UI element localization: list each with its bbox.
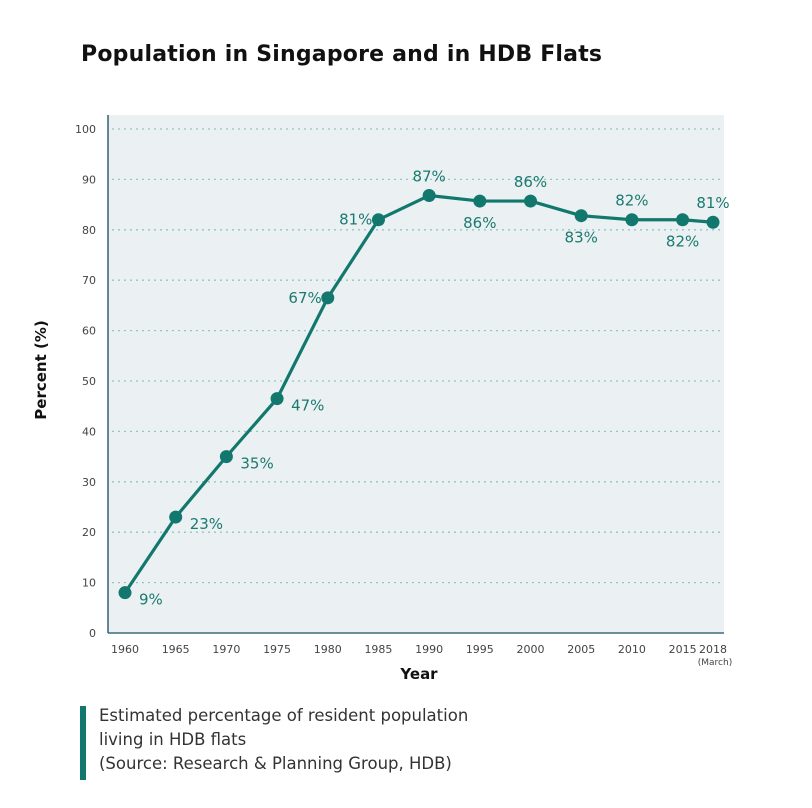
y-tick-label: 90 (82, 173, 96, 186)
x-tick-label: 1965 (162, 643, 190, 656)
data-point (219, 450, 233, 464)
data-label: 86% (514, 173, 547, 191)
y-tick-label: 100 (75, 123, 96, 136)
data-label: 9% (139, 591, 163, 609)
data-label: 23% (190, 515, 223, 533)
data-point (574, 209, 588, 223)
x-tick-label: 1985 (364, 643, 392, 656)
y-tick-label: 70 (82, 274, 96, 287)
data-point (676, 213, 690, 227)
y-tick-label: 40 (82, 425, 96, 438)
caption-line: (Source: Research & Planning Group, HDB) (99, 754, 452, 773)
x-tick-label: 2018 (699, 643, 727, 656)
y-tick-labels: 0 10 20 30 40 50 60 70 80 90 100 (75, 123, 96, 640)
caption: Estimated percentage of resident populat… (80, 704, 468, 780)
x-tick-label: 1960 (111, 643, 139, 656)
data-point (524, 194, 538, 208)
data-label: 47% (291, 397, 324, 415)
x-tick-note: (March) (698, 658, 732, 668)
data-label: 82% (666, 233, 699, 251)
x-tick-label: 2005 (567, 643, 595, 656)
data-label: 86% (463, 214, 496, 232)
data-point (321, 291, 335, 305)
x-tick-label: 1980 (314, 643, 342, 656)
data-label: 82% (615, 192, 648, 210)
data-point (371, 213, 385, 227)
y-tick-label: 30 (82, 476, 96, 489)
x-tick-labels: 1960 1965 1970 1975 1980 1985 1990 1995 2000 2005… (111, 643, 727, 656)
data-point (706, 215, 720, 229)
data-label: 81% (696, 194, 729, 212)
y-tick-label: 20 (82, 526, 96, 539)
x-tick-label: 1995 (466, 643, 494, 656)
x-tick-label: 2010 (618, 643, 646, 656)
x-tick-label: 2000 (517, 643, 545, 656)
data-label: 35% (240, 455, 273, 473)
caption-line: living in HDB flats (99, 730, 247, 749)
data-label: 83% (565, 229, 598, 247)
y-tick-label: 80 (82, 224, 96, 237)
data-point (169, 510, 183, 524)
y-tick-label: 0 (89, 627, 96, 640)
data-point (473, 194, 487, 208)
data-point (422, 189, 436, 203)
x-axis-title: Year (399, 665, 438, 683)
data-label: 81% (339, 211, 372, 229)
x-tick-label: 2015 (669, 643, 697, 656)
y-tick-label: 50 (82, 375, 96, 388)
x-tick-label: 1990 (415, 643, 443, 656)
caption-text: Estimated percentage of resident populat… (99, 704, 468, 780)
data-points (118, 189, 720, 600)
data-point (270, 392, 284, 406)
data-labels: 9% 23% 35% 47% 67% 81% 87% 86% 86% 83% 82% 82% 81% (139, 168, 730, 609)
caption-line: Estimated percentage of resident populat… (99, 706, 469, 725)
chart-title: Population in Singapore and in HDB Flats (81, 42, 603, 67)
y-axis-title: Percent (%) (32, 320, 50, 419)
y-tick-label: 10 (82, 577, 96, 590)
x-tick-label: 1975 (263, 643, 291, 656)
data-point (118, 586, 132, 600)
data-label: 67% (288, 289, 321, 307)
y-tick-label: 60 (82, 325, 96, 338)
data-point (625, 213, 639, 227)
x-tick-label: 1970 (212, 643, 240, 656)
data-label: 87% (412, 168, 445, 186)
caption-accent-bar (80, 706, 86, 780)
